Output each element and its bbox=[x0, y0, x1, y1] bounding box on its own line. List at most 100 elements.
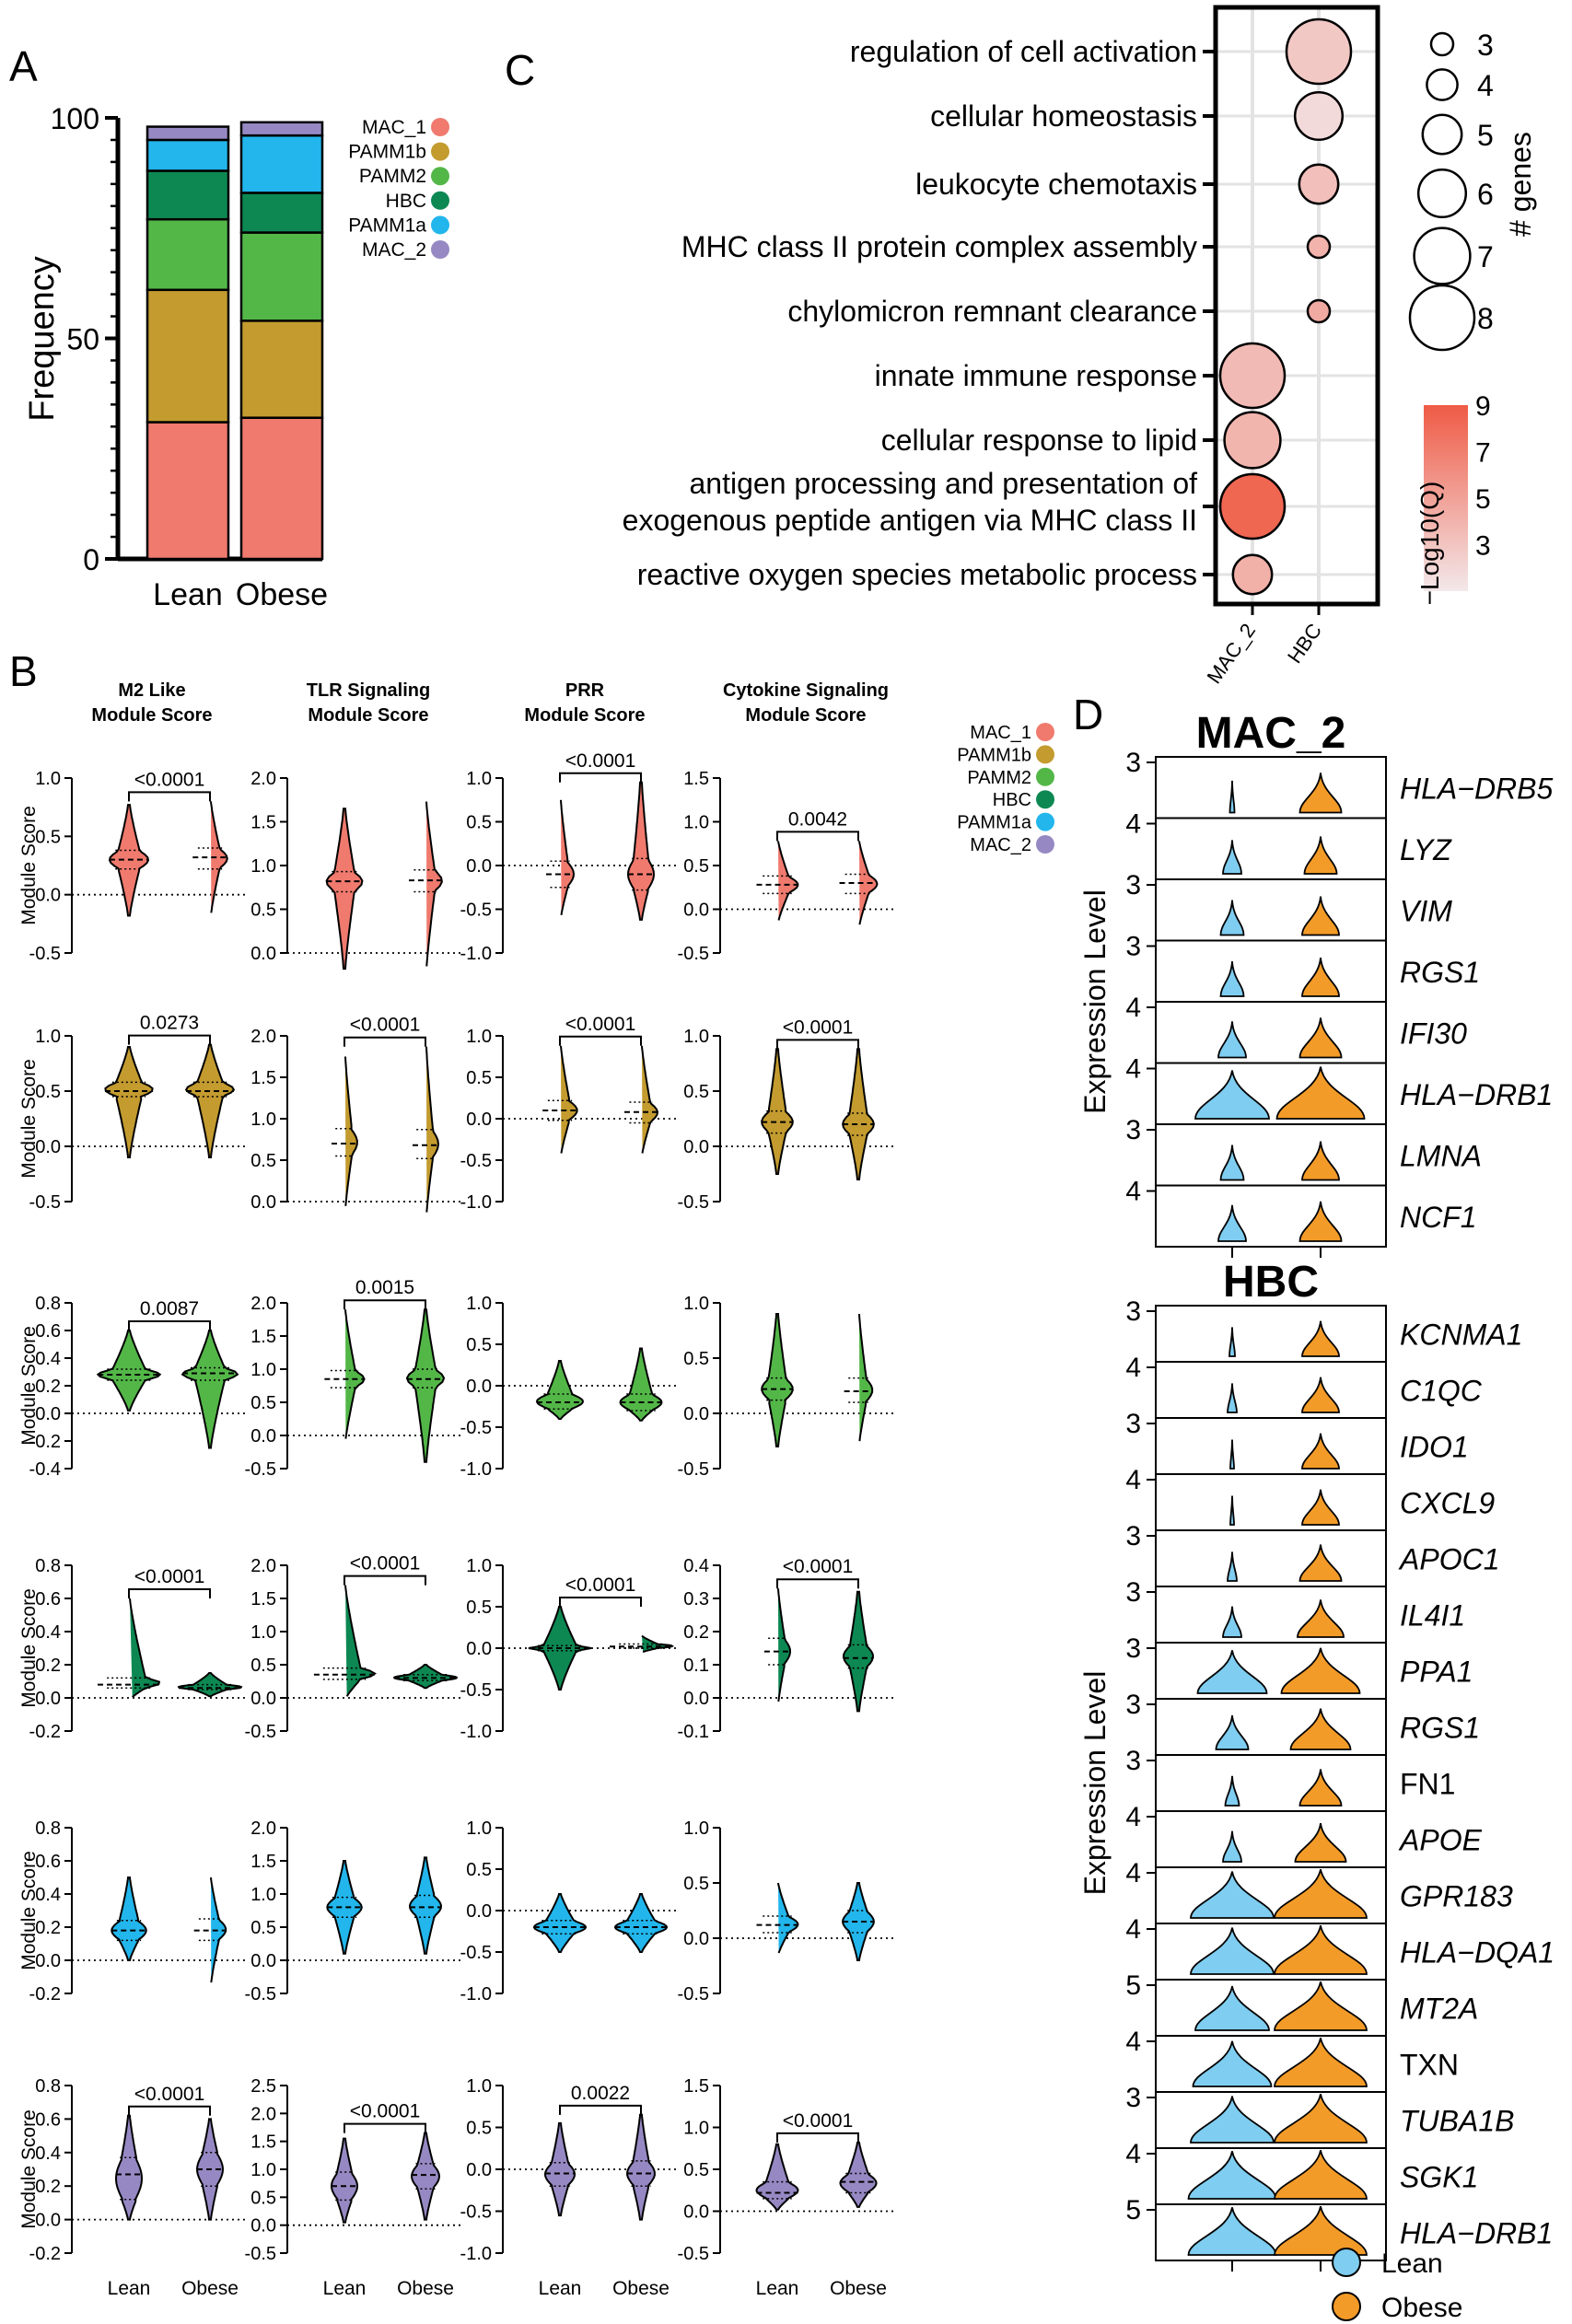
x-tick-label: Lean bbox=[153, 577, 223, 612]
go-term-dot bbox=[1231, 553, 1274, 596]
y-tick-label: -0.5 bbox=[678, 1192, 709, 1213]
expression-violin bbox=[1190, 1871, 1275, 1919]
y-tick-label: 0.4 bbox=[35, 1885, 61, 1905]
expression-violin bbox=[1219, 961, 1245, 997]
significance-bracket bbox=[128, 1034, 211, 1045]
size-legend-label: 8 bbox=[1477, 302, 1494, 335]
y-tick-label: 1.0 bbox=[466, 1556, 492, 1576]
expression-violin bbox=[1301, 896, 1340, 936]
p-value-label: <0.0001 bbox=[783, 2110, 854, 2132]
y-tick-label: 4 bbox=[1125, 1353, 1141, 1383]
y-tick-label: 0.2 bbox=[35, 2177, 61, 2197]
y-tick-label: -1.0 bbox=[460, 1192, 492, 1213]
y-tick-label: 3 bbox=[1125, 870, 1141, 901]
color-bar-tick: 3 bbox=[1475, 531, 1491, 562]
y-tick-label: -0.5 bbox=[245, 1459, 276, 1480]
violin bbox=[535, 1360, 585, 1420]
y-tick-label: -0.5 bbox=[460, 901, 492, 921]
y-axis-label: Module Score bbox=[18, 1059, 40, 1179]
expression-violin bbox=[1298, 1017, 1343, 1059]
violin bbox=[129, 1598, 161, 1698]
legend-swatch bbox=[431, 191, 449, 210]
size-legend-circle bbox=[1413, 227, 1472, 285]
y-tick-label: 3 bbox=[1125, 1296, 1141, 1327]
y-tick-label: 0.8 bbox=[35, 2076, 61, 2097]
expression-violin bbox=[1227, 1551, 1238, 1582]
go-term-label: MHC class II protein complex assembly bbox=[681, 230, 1197, 263]
expression-violin bbox=[1194, 1070, 1270, 1120]
expression-violin bbox=[1222, 840, 1242, 875]
expression-violin bbox=[1274, 2093, 1368, 2144]
size-legend-label: 6 bbox=[1477, 178, 1494, 211]
bar-segment bbox=[146, 288, 230, 424]
panel-d-chart: MAC_2 3 HLA−DRB5 4 LYZ 3 VIM 3 RGS1 4 IFI30 4 HLA−DR… bbox=[1078, 709, 1555, 2323]
y-tick-label: -0.5 bbox=[678, 944, 709, 964]
violin bbox=[184, 1043, 236, 1158]
violin bbox=[641, 1045, 659, 1154]
violin bbox=[425, 1046, 440, 1213]
p-value-label: 0.0015 bbox=[355, 1277, 414, 1298]
y-tick-label: -0.5 bbox=[460, 2202, 492, 2223]
violin bbox=[408, 1856, 443, 1955]
expression-violin bbox=[1228, 780, 1236, 814]
y-tick-label: 0.0 bbox=[683, 1137, 709, 1157]
y-tick-label: 1.0 bbox=[683, 813, 709, 833]
y-tick-label: 0.5 bbox=[466, 1068, 492, 1088]
y-tick-label: -0.5 bbox=[678, 1984, 709, 2004]
x-tick-label: Obese bbox=[181, 2278, 239, 2299]
y-tick-label: 1.5 bbox=[250, 1327, 276, 1347]
y-tick-label: -0.2 bbox=[29, 2244, 61, 2264]
gene-row-frame bbox=[1155, 1305, 1387, 1363]
gene-row-frame bbox=[1155, 1184, 1387, 1248]
y-tick-label: 0.2 bbox=[35, 1918, 61, 1938]
y-tick-label: 1.0 bbox=[466, 769, 492, 789]
y-tick-label: 0.5 bbox=[466, 1598, 492, 1618]
y-tick-label: -0.5 bbox=[460, 1943, 492, 1963]
y-tick-label: 0.0 bbox=[35, 1404, 61, 1424]
expression-violin bbox=[1274, 2149, 1368, 2200]
violin bbox=[626, 781, 656, 921]
color-legend-title: −Log10(Q) bbox=[1415, 482, 1444, 606]
significance-bracket bbox=[559, 772, 642, 783]
gene-label: HLA−DRB1 bbox=[1400, 2217, 1553, 2250]
x-tick-label: HBC bbox=[1283, 619, 1326, 667]
gene-label: MT2A bbox=[1400, 1993, 1478, 2026]
y-tick-label: 0.5 bbox=[466, 1335, 492, 1355]
panel-label-a: A bbox=[9, 42, 38, 90]
expression-violin bbox=[1194, 1985, 1270, 2031]
y-tick-label: 0.0 bbox=[35, 886, 61, 906]
violin bbox=[96, 1330, 162, 1412]
go-term-dot bbox=[1306, 234, 1332, 260]
y-tick-label: 0.0 bbox=[35, 1137, 61, 1157]
y-tick-label: 0.5 bbox=[250, 1656, 276, 1676]
y-tick-label: 0.0 bbox=[250, 1192, 276, 1213]
y-tick-label: 4 bbox=[1125, 1802, 1141, 1832]
significance-bracket bbox=[128, 1320, 211, 1330]
column-title: Module Score bbox=[745, 705, 866, 726]
expression-violin bbox=[1301, 1377, 1340, 1413]
violin bbox=[405, 1308, 446, 1463]
expression-violin bbox=[1303, 836, 1338, 875]
legend-swatch bbox=[431, 142, 449, 161]
y-tick-label: 2.0 bbox=[250, 1027, 276, 1047]
size-legend-circle bbox=[1429, 31, 1455, 57]
violin bbox=[210, 801, 228, 913]
y-tick-label: 0.0 bbox=[683, 1929, 709, 1949]
size-legend-circle bbox=[1426, 68, 1459, 101]
significance-bracket bbox=[344, 1036, 426, 1047]
y-tick-label: 0.6 bbox=[35, 2109, 61, 2130]
y-tick-label: 5 bbox=[1125, 1970, 1141, 2001]
legend-label: MAC_2 bbox=[970, 835, 1031, 855]
expression-violin bbox=[1274, 1981, 1368, 2031]
expression-violin bbox=[1301, 1433, 1340, 1470]
expression-violin bbox=[1280, 1647, 1361, 1694]
go-term-label: cellular response to lipid bbox=[881, 424, 1197, 457]
gene-label: HLA−DRB1 bbox=[1400, 1078, 1553, 1111]
y-tick-label: 0.0 bbox=[466, 856, 492, 877]
expression-violin bbox=[1190, 2096, 1275, 2144]
y-tick-label: 3 bbox=[1125, 1690, 1141, 1720]
p-value-label: 0.0022 bbox=[571, 2083, 630, 2104]
expression-violin bbox=[1298, 1769, 1343, 1807]
bar-segment bbox=[146, 138, 230, 172]
